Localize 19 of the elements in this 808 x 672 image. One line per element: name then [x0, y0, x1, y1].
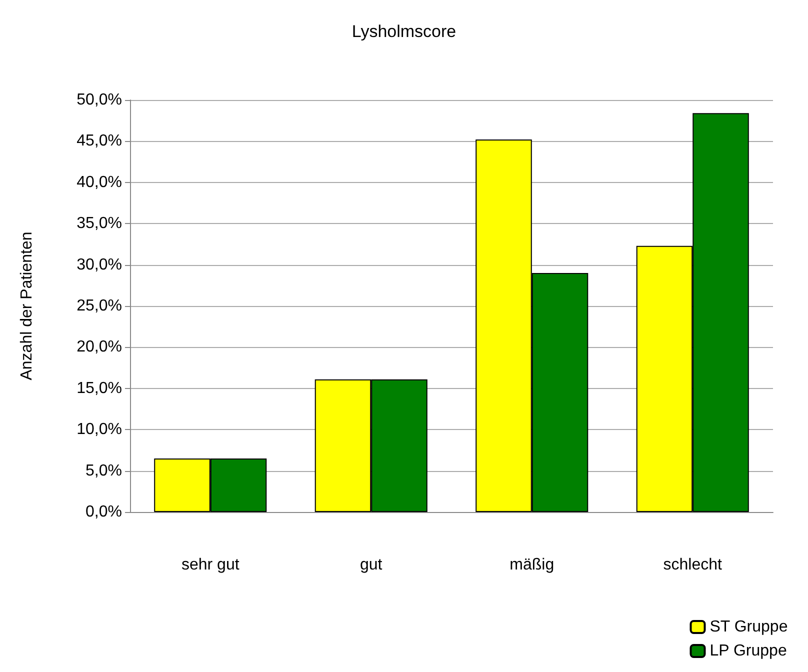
x-tick-label: mäßig — [510, 556, 554, 574]
y-tick-label: 5,0% — [86, 462, 122, 480]
y-tick-label: 50,0% — [76, 92, 122, 108]
chart-title: Lysholmscore — [352, 22, 456, 41]
y-tick-label: 10,0% — [76, 421, 122, 438]
legend-label: ST Gruppe — [710, 618, 788, 636]
y-tick-label: 40,0% — [76, 174, 122, 191]
y-tick-label: 35,0% — [76, 215, 122, 232]
y-tick-label: 45,0% — [76, 132, 122, 150]
x-tick-label: gut — [360, 556, 383, 574]
x-tick-label: schlecht — [663, 556, 723, 574]
y-tick-label: 30,0% — [76, 256, 122, 274]
y-tick-label: 20,0% — [76, 338, 122, 356]
y-axis-title: Anzahl der Patienten — [18, 232, 36, 380]
legend-label: LP Gruppe — [710, 642, 787, 660]
x-tick-label: sehr gut — [181, 556, 240, 574]
y-tick-label: 15,0% — [76, 380, 122, 397]
y-tick-label: 0,0% — [86, 504, 122, 520]
y-tick-label: 25,0% — [76, 298, 122, 314]
